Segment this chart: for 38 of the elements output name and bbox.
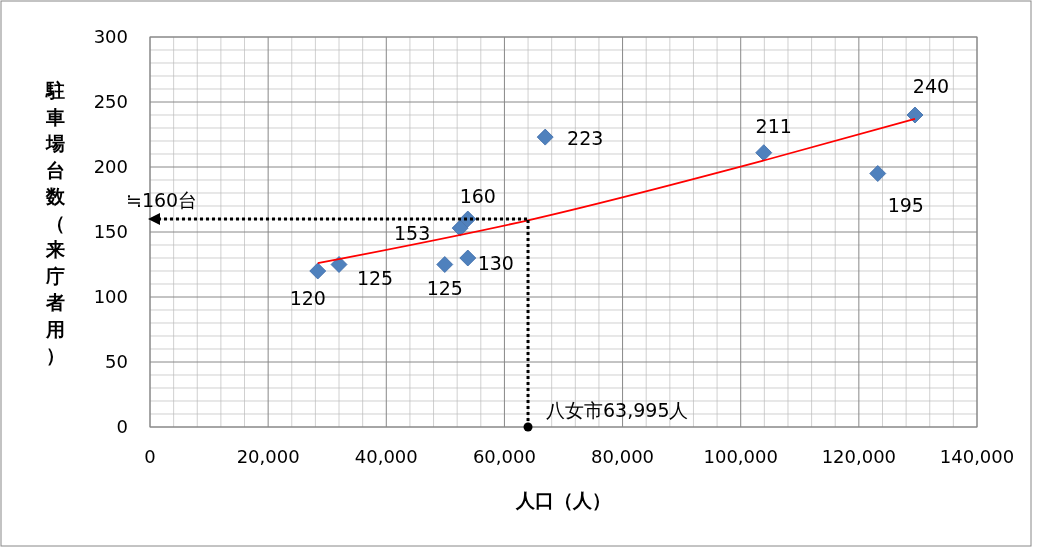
point — [459, 249, 477, 267]
x-tick-label: 60,000 — [472, 446, 536, 467]
point — [330, 256, 348, 273]
y-tick-label: 0 — [116, 416, 128, 437]
x-tick-label: 40,000 — [354, 446, 418, 467]
ref-line-label: ≒160台 — [126, 189, 198, 211]
x-tick-label: 100,000 — [703, 446, 778, 467]
data-label: 120 — [289, 287, 326, 309]
x-tick-label: 140,000 — [939, 446, 1015, 467]
data-label: 195 — [887, 193, 924, 216]
data-label: 125 — [426, 276, 463, 299]
y-tick-label: 150 — [93, 221, 128, 242]
point — [755, 144, 773, 162]
data-label: 160 — [459, 185, 496, 207]
data-label: 223 — [567, 127, 604, 150]
data-label: 240 — [912, 75, 950, 97]
point — [536, 128, 554, 146]
x-axis-title: 人口（人） — [515, 489, 611, 511]
point — [436, 256, 454, 273]
point — [309, 262, 327, 280]
point — [451, 219, 469, 237]
x-tick-label: 0 — [144, 446, 156, 467]
y-tick-label: 200 — [93, 156, 128, 177]
point — [869, 165, 887, 182]
y-tick-label: 250 — [93, 91, 128, 112]
x-tick-label: 80,000 — [591, 446, 655, 467]
text: 駐車場台数（来庁者用） — [45, 79, 65, 366]
point — [906, 106, 924, 124]
data-label: 130 — [477, 252, 514, 274]
x-tick-label: 120,000 — [821, 446, 897, 467]
y-tick-label: 50 — [105, 351, 128, 372]
data-label: 153 — [393, 222, 431, 245]
data-label: 125 — [356, 266, 394, 289]
y-tick-label: 100 — [93, 286, 128, 307]
data-label: 211 — [755, 114, 792, 137]
x-tick-label: 20,000 — [236, 446, 300, 467]
ref-line-label: 八女市63,995人 — [546, 399, 689, 421]
y-tick-label: 300 — [93, 26, 128, 47]
